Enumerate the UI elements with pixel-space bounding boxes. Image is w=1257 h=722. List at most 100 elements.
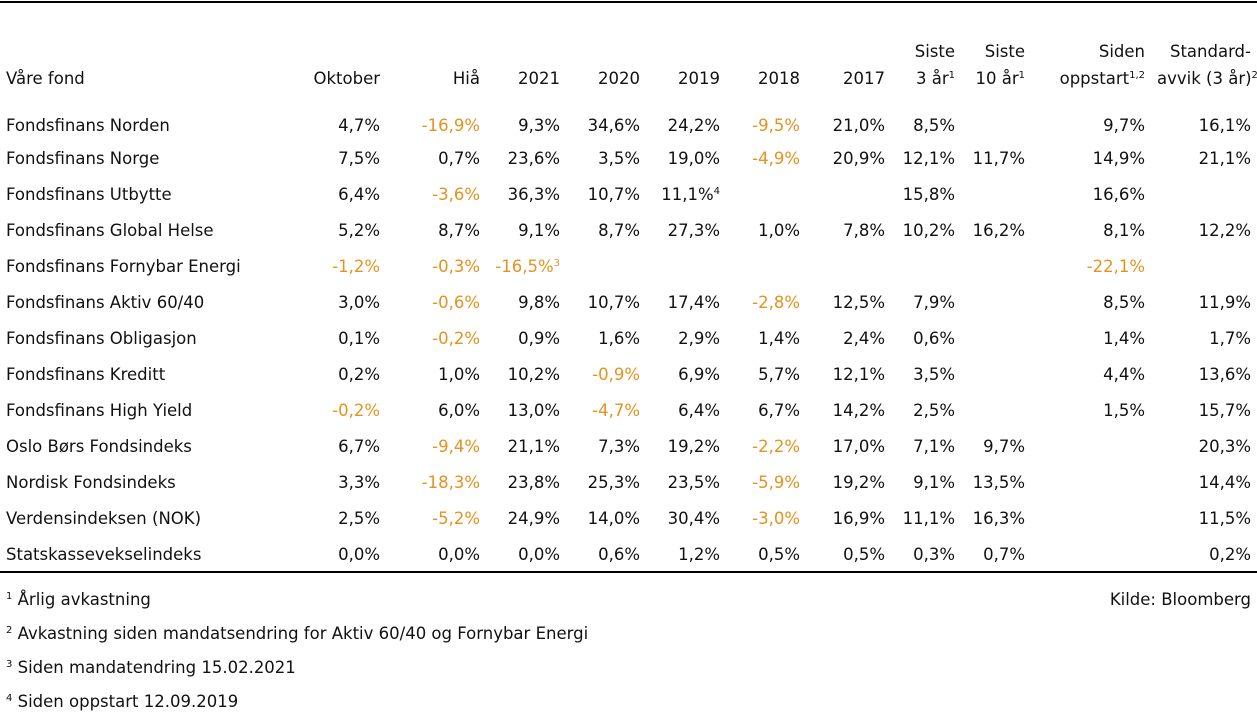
- return-value: 12,1%: [902, 148, 955, 168]
- return-cell: 5,2%: [292, 212, 386, 248]
- return-cell: 8,5%: [891, 96, 961, 140]
- return-value: 3,3%: [338, 472, 380, 492]
- return-cell: [726, 176, 806, 212]
- column-header-line2: 2021: [492, 65, 560, 92]
- return-value: 0,7%: [438, 148, 480, 168]
- return-value: 1,0%: [438, 364, 480, 384]
- return-cell: 0,3%: [891, 536, 961, 572]
- return-cell: 3,0%: [292, 284, 386, 320]
- return-value: 7,9%: [913, 292, 955, 312]
- return-value: 19,0%: [667, 148, 720, 168]
- return-cell: 11,9%: [1151, 284, 1257, 320]
- return-cell: 14,0%: [566, 500, 646, 536]
- return-cell: [961, 320, 1031, 356]
- return-cell: 12,1%: [891, 140, 961, 176]
- column-header-line2: 2020: [572, 65, 640, 92]
- return-cell: -18,3%: [386, 464, 486, 500]
- return-value: 23,6%: [507, 148, 560, 168]
- return-cell: 7,3%: [566, 428, 646, 464]
- footnote-marker: 1: [1018, 70, 1025, 81]
- return-cell: 1,5%: [1031, 392, 1151, 428]
- return-cell: [1151, 248, 1257, 284]
- return-value: 17,0%: [832, 436, 885, 456]
- column-header: Siden oppstart1,2: [1031, 30, 1151, 96]
- return-value: -5,9%: [752, 472, 800, 492]
- return-cell: [646, 248, 726, 284]
- return-value: 3,5%: [598, 148, 640, 168]
- return-cell: 16,2%: [961, 212, 1031, 248]
- fund-returns-table: Våre fond Oktober Hiå 2021 2020 2019 2018 2017 S…: [0, 30, 1257, 572]
- return-cell: 9,7%: [1031, 96, 1151, 140]
- column-header-text: Våre fond: [6, 69, 85, 88]
- return-value: 3,0%: [338, 292, 380, 312]
- return-cell: 0,5%: [726, 536, 806, 572]
- return-value: 23,5%: [667, 472, 720, 492]
- footnote-marker: 1,2: [1129, 70, 1145, 81]
- return-value: 0,7%: [983, 544, 1025, 564]
- column-header-text: Hiå: [452, 69, 480, 88]
- return-cell: 13,6%: [1151, 356, 1257, 392]
- footnote-number: 4: [6, 693, 13, 704]
- column-header: Siste 10 år1: [961, 30, 1031, 96]
- return-cell: 23,8%: [486, 464, 566, 500]
- return-value: 11,5%: [1198, 508, 1251, 528]
- return-value: 14,2%: [832, 400, 885, 420]
- return-value: 10,2%: [507, 364, 560, 384]
- column-header: 2019: [646, 30, 726, 96]
- table-row: Fondsfinans Kreditt 0,2% 1,0% 10,2% -0,9% 6,9…: [0, 356, 1257, 392]
- column-header: 2017: [806, 30, 891, 96]
- return-value: 11,1%: [661, 184, 714, 204]
- return-cell: -16,5%3: [486, 248, 566, 284]
- return-value: 14,9%: [1092, 148, 1145, 168]
- column-header-text: avvik (3 år): [1157, 69, 1252, 88]
- return-value: -16,5%: [495, 256, 554, 276]
- return-cell: 23,6%: [486, 140, 566, 176]
- return-cell: 3,3%: [292, 464, 386, 500]
- return-cell: 9,7%: [961, 428, 1031, 464]
- return-cell: -22,1%: [1031, 248, 1151, 284]
- fund-name: Fondsfinans Fornybar Energi: [6, 256, 241, 276]
- return-cell: [806, 248, 891, 284]
- footnote-number: 2: [6, 625, 13, 636]
- header-row: Våre fond Oktober Hiå 2021 2020 2019 2018 2017 S…: [0, 30, 1257, 96]
- return-cell: 25,3%: [566, 464, 646, 500]
- return-cell: 0,1%: [292, 320, 386, 356]
- source-note: Kilde: Bloomberg: [1109, 590, 1251, 609]
- return-value: 16,1%: [1198, 115, 1251, 135]
- return-cell: 10,7%: [566, 176, 646, 212]
- return-value: 13,6%: [1198, 364, 1251, 384]
- footnote: 2 Avkastning siden mandatsendring for Ak…: [6, 620, 588, 654]
- footnote-number: 1: [6, 591, 13, 602]
- return-cell: 0,7%: [961, 536, 1031, 572]
- return-cell: 8,7%: [566, 212, 646, 248]
- return-value: -22,1%: [1086, 256, 1145, 276]
- return-cell: 24,2%: [646, 96, 726, 140]
- return-value: 6,4%: [338, 184, 380, 204]
- return-cell: 0,0%: [292, 536, 386, 572]
- return-value: 11,9%: [1198, 292, 1251, 312]
- return-cell: 1,0%: [386, 356, 486, 392]
- return-value: -0,9%: [592, 364, 640, 384]
- return-cell: 0,0%: [386, 536, 486, 572]
- return-value: 23,8%: [507, 472, 560, 492]
- return-cell: [1151, 176, 1257, 212]
- return-value: 16,6%: [1092, 184, 1145, 204]
- return-cell: 20,3%: [1151, 428, 1257, 464]
- return-cell: -5,9%: [726, 464, 806, 500]
- column-header: 2018: [726, 30, 806, 96]
- return-value: 6,0%: [438, 400, 480, 420]
- return-cell: -4,9%: [726, 140, 806, 176]
- footnote-marker: 1: [948, 70, 955, 81]
- return-cell: 16,3%: [961, 500, 1031, 536]
- return-value: 11,1%: [902, 508, 955, 528]
- return-value: 7,3%: [598, 436, 640, 456]
- column-header-line2: 10 år1: [967, 65, 1025, 92]
- return-value: 0,2%: [1209, 544, 1251, 564]
- footnote-text: Siden mandatendring 15.02.2021: [17, 658, 296, 677]
- return-cell: 14,2%: [806, 392, 891, 428]
- return-value: 10,7%: [587, 184, 640, 204]
- return-cell: [961, 356, 1031, 392]
- return-cell: [1031, 464, 1151, 500]
- return-value: 11,7%: [972, 148, 1025, 168]
- column-header-line2: 3 år1: [897, 65, 955, 92]
